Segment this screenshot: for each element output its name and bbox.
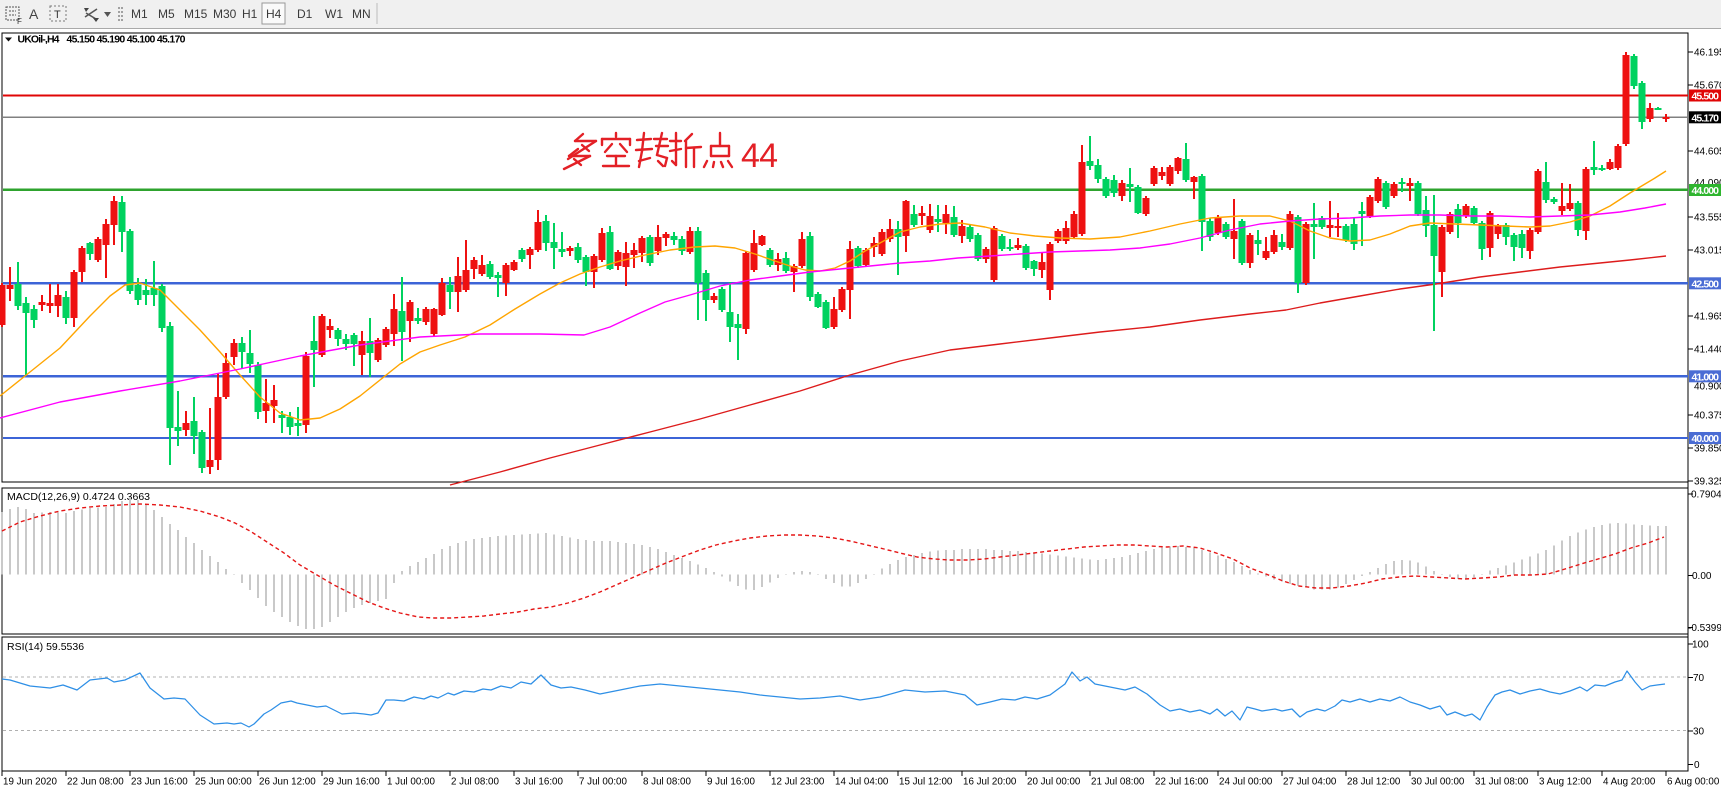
svg-text:8 Jul 08:00: 8 Jul 08:00 [643, 777, 691, 788]
svg-text:0.00: 0.00 [1692, 571, 1712, 582]
svg-text:30: 30 [1693, 727, 1705, 738]
svg-text:31 Jul 08:00: 31 Jul 08:00 [1475, 777, 1529, 788]
svg-text:44: 44 [741, 137, 778, 175]
svg-text:45.150 45.190 45.100 45.170: 45.150 45.190 45.100 45.170 [67, 34, 186, 46]
svg-text:45.670: 45.670 [1694, 81, 1721, 92]
svg-text:43.555: 43.555 [1694, 213, 1721, 224]
svg-text:29 Jun 16:00: 29 Jun 16:00 [323, 777, 380, 788]
svg-text:21 Jul 08:00: 21 Jul 08:00 [1091, 777, 1145, 788]
svg-text:3 Jul 16:00: 3 Jul 16:00 [515, 777, 563, 788]
svg-text:25 Jun 00:00: 25 Jun 00:00 [195, 777, 252, 788]
svg-text:24 Jul 00:00: 24 Jul 00:00 [1219, 777, 1273, 788]
svg-text:RSI(14) 59.5536: RSI(14) 59.5536 [7, 641, 84, 653]
svg-text:41.000: 41.000 [1692, 371, 1720, 383]
svg-text:M30: M30 [213, 7, 237, 21]
svg-text:15 Jul 12:00: 15 Jul 12:00 [899, 777, 953, 788]
svg-text:43.015: 43.015 [1694, 246, 1721, 257]
svg-text:MN: MN [352, 7, 371, 21]
svg-text:0.7904: 0.7904 [1691, 490, 1721, 501]
svg-text:22 Jun 08:00: 22 Jun 08:00 [67, 777, 124, 788]
svg-text:14 Jul 04:00: 14 Jul 04:00 [835, 777, 889, 788]
svg-text:M5: M5 [158, 7, 175, 21]
svg-text:23 Jun 16:00: 23 Jun 16:00 [131, 777, 188, 788]
svg-text:A: A [29, 6, 39, 22]
svg-text:40.900: 40.900 [1694, 382, 1721, 393]
svg-text:9 Jul 16:00: 9 Jul 16:00 [707, 777, 755, 788]
svg-text:7 Jul 00:00: 7 Jul 00:00 [579, 777, 627, 788]
svg-text:20 Jul 00:00: 20 Jul 00:00 [1027, 777, 1081, 788]
svg-text:T: T [54, 9, 61, 21]
svg-text:44.605: 44.605 [1694, 147, 1721, 158]
svg-text:45.170: 45.170 [1692, 112, 1720, 124]
svg-text:H1: H1 [242, 7, 258, 21]
svg-text:30 Jul 00:00: 30 Jul 00:00 [1411, 777, 1465, 788]
svg-text:4 Aug 20:00: 4 Aug 20:00 [1603, 777, 1656, 788]
svg-text:45.500: 45.500 [1692, 91, 1720, 103]
svg-text:H4: H4 [266, 7, 282, 21]
svg-text:28 Jul 12:00: 28 Jul 12:00 [1347, 777, 1401, 788]
svg-text:W1: W1 [325, 7, 343, 21]
svg-text:41.440: 41.440 [1694, 345, 1721, 356]
svg-text:39.325: 39.325 [1694, 477, 1721, 488]
svg-text:6 Aug 00:00: 6 Aug 00:00 [1667, 777, 1720, 788]
svg-text:-0.5399: -0.5399 [1688, 623, 1721, 634]
svg-text:44.000: 44.000 [1692, 185, 1720, 197]
svg-text:D1: D1 [297, 7, 313, 21]
svg-text:41.965: 41.965 [1694, 312, 1721, 323]
svg-text:16 Jul 20:00: 16 Jul 20:00 [963, 777, 1017, 788]
svg-text:40.375: 40.375 [1694, 411, 1721, 422]
svg-text:19 Jun 2020: 19 Jun 2020 [3, 777, 57, 788]
svg-text:M1: M1 [131, 7, 148, 21]
svg-text:3 Aug 12:00: 3 Aug 12:00 [1539, 777, 1592, 788]
svg-text:39.850: 39.850 [1694, 444, 1721, 455]
svg-text:27 Jul 04:00: 27 Jul 04:00 [1283, 777, 1337, 788]
svg-text:MACD(12,26,9) 0.4724 0.3663: MACD(12,26,9) 0.4724 0.3663 [7, 491, 150, 503]
svg-text:100: 100 [1692, 640, 1709, 651]
svg-text:F: F [17, 17, 22, 26]
svg-text:44.090: 44.090 [1694, 178, 1721, 189]
svg-text:70: 70 [1693, 673, 1705, 684]
svg-text:12 Jul 23:00: 12 Jul 23:00 [771, 777, 825, 788]
svg-text:22 Jul 16:00: 22 Jul 16:00 [1155, 777, 1209, 788]
svg-text:42.500: 42.500 [1692, 278, 1720, 290]
svg-text:40.000: 40.000 [1692, 433, 1720, 445]
svg-text:M15: M15 [184, 7, 208, 21]
svg-text:1 Jul 00:00: 1 Jul 00:00 [387, 777, 435, 788]
svg-text:UKOil-,H4: UKOil-,H4 [18, 34, 60, 46]
svg-text:2 Jul 08:00: 2 Jul 08:00 [451, 777, 499, 788]
svg-text:0: 0 [1694, 760, 1700, 771]
svg-text:26 Jun 12:00: 26 Jun 12:00 [259, 777, 316, 788]
svg-text:46.195: 46.195 [1694, 48, 1721, 59]
